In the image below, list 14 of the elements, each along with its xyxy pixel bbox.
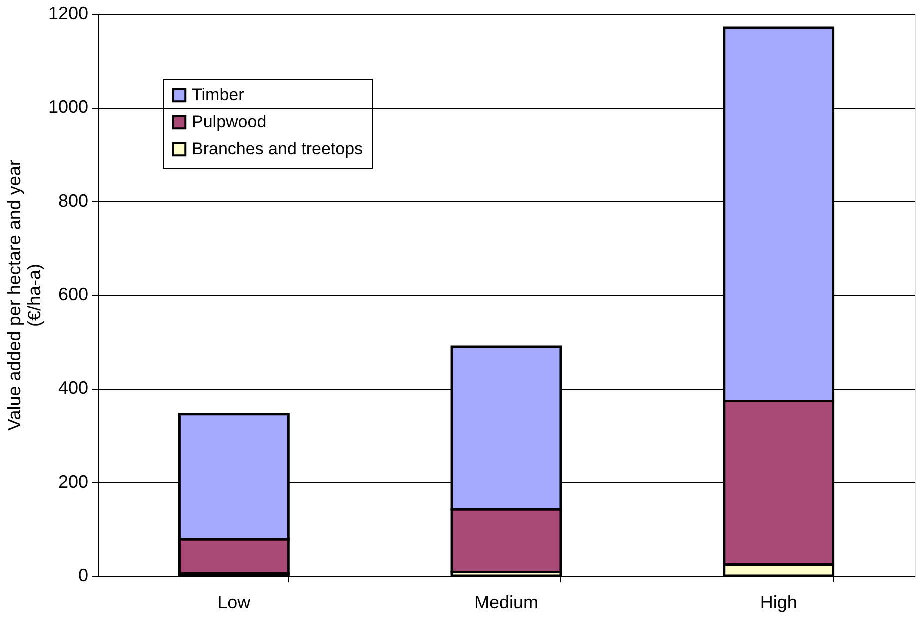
x-tick-label: High <box>760 592 798 612</box>
y-tick-label: 200 <box>58 472 88 492</box>
y-axis-title: Value added per hectare and year (€/ha-a) <box>4 160 44 431</box>
y-tick-label: 1000 <box>48 97 88 118</box>
legend-label: Branches and treetops <box>192 140 364 158</box>
legend-label: Pulpwood <box>192 112 267 132</box>
x-tick-label: Medium <box>474 592 539 612</box>
y-tick-label: 400 <box>58 378 88 398</box>
y-tick-label: 600 <box>58 284 88 304</box>
legend-label: Timber <box>192 86 245 104</box>
x-tick-label: Low <box>218 592 252 612</box>
y-tick-label: 0 <box>78 566 88 586</box>
y-tick-label: 1200 <box>48 4 88 24</box>
y-tick-label: 800 <box>58 190 88 211</box>
